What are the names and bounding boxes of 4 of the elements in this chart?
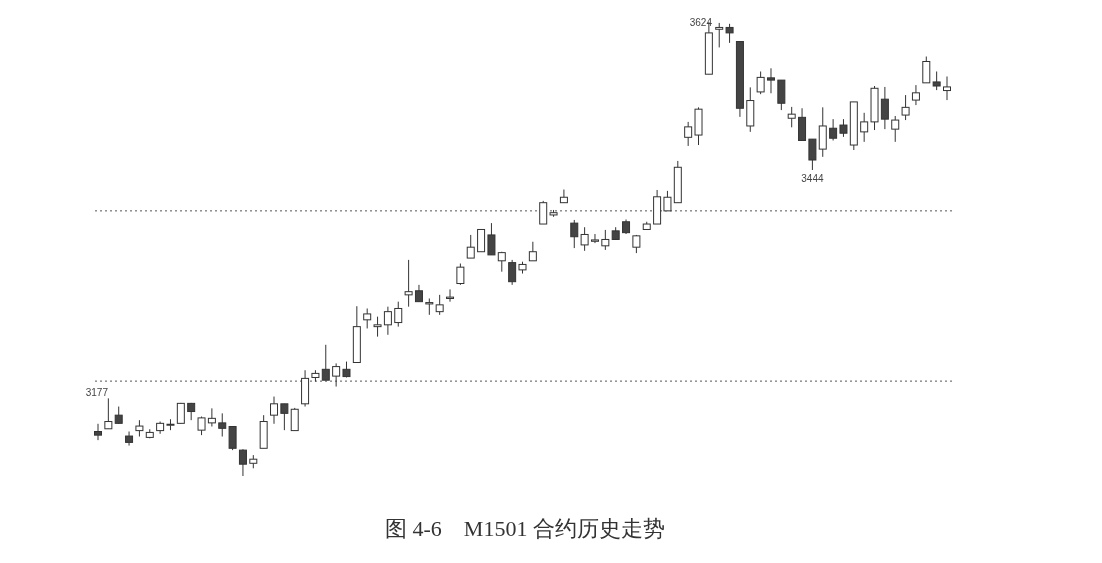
annotation: 3177 <box>85 387 108 398</box>
annotation: 3624 <box>689 17 712 28</box>
title: 图 4-6 M1501 合约历史走势 <box>385 516 665 541</box>
annotation: 3444 <box>801 173 824 184</box>
